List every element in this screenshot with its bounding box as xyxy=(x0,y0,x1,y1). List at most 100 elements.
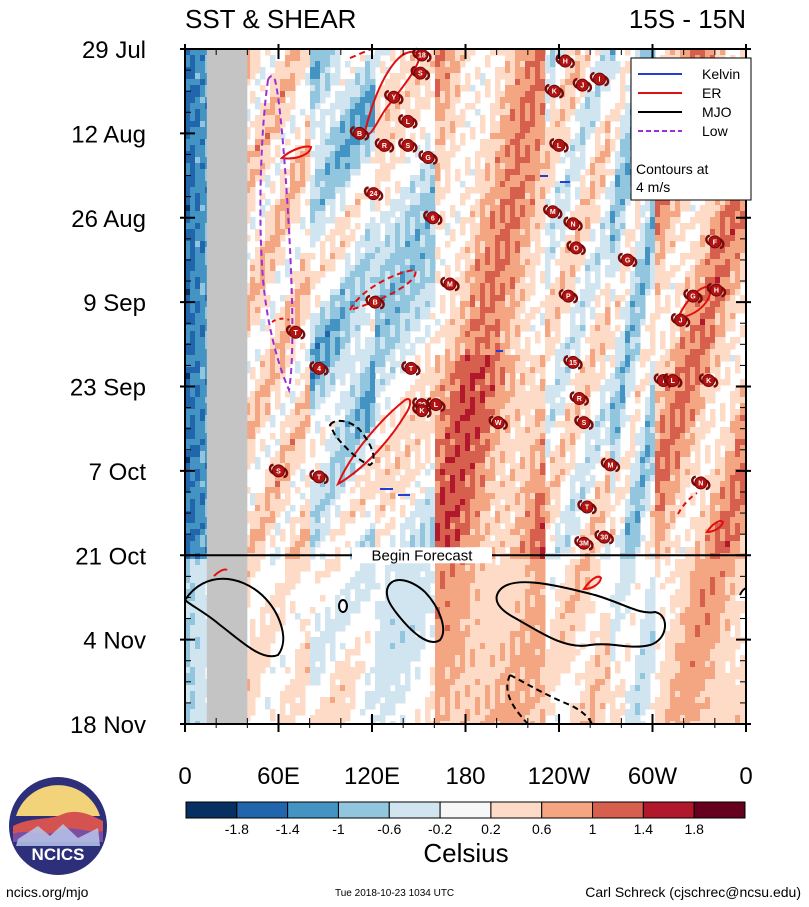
storm-label: B xyxy=(357,131,362,138)
storm-label: W xyxy=(495,420,502,427)
storm-center xyxy=(686,289,700,303)
forecast-label-background xyxy=(352,547,492,564)
storm-center xyxy=(289,325,303,339)
colorbar-swatch xyxy=(439,801,492,819)
storm-center xyxy=(577,536,591,550)
storm-center xyxy=(575,78,589,92)
tropical-cyclone-symbol: M xyxy=(543,204,563,219)
x-tick-label: 180 xyxy=(445,763,485,790)
storm-label: T xyxy=(585,505,590,512)
x-tick-label: 60E xyxy=(257,763,300,790)
tropical-cyclone-symbol: M xyxy=(600,457,621,473)
storm-center xyxy=(561,289,575,303)
y-tick-label: 12 Aug xyxy=(71,121,146,148)
mjo-contour xyxy=(185,577,285,658)
storm-label: H xyxy=(563,59,568,66)
storm-center xyxy=(593,72,607,86)
tropical-cyclone-symbol: L xyxy=(398,114,418,129)
tropical-cyclone-symbol: B xyxy=(349,126,370,141)
wave-contours xyxy=(185,49,746,724)
storm-center xyxy=(404,361,418,375)
colorbar-tick-label: 0.6 xyxy=(532,821,552,837)
storm-label: L xyxy=(406,119,411,126)
tropical-cyclone-symbol: R xyxy=(569,391,590,406)
storm-label: I xyxy=(662,378,664,385)
colorbar-swatch xyxy=(592,801,644,819)
storm-label: M xyxy=(447,282,453,289)
storm-center xyxy=(421,150,435,164)
tropical-cyclone-symbol: G xyxy=(617,252,638,268)
storm-label: R xyxy=(382,143,387,150)
storm-center xyxy=(426,211,440,225)
storm-center xyxy=(443,277,457,291)
storm-label: R xyxy=(577,396,582,403)
storm-label: J xyxy=(580,83,584,90)
storm-label: S xyxy=(418,71,423,78)
storm-label: 18 xyxy=(418,53,426,60)
storm-label: B xyxy=(373,300,378,307)
tropical-cyclone-symbol: T xyxy=(401,361,421,376)
er-contour xyxy=(279,145,313,160)
storm-center xyxy=(312,470,326,484)
tropical-cyclone-symbol: 4 xyxy=(309,361,329,376)
storm-label: K xyxy=(419,408,424,415)
storm-label: K xyxy=(552,89,557,96)
storm-center xyxy=(558,54,572,68)
colorbar-swatch xyxy=(287,801,339,819)
tropical-cyclone-symbol: L xyxy=(663,373,683,388)
y-tick-label: 7 Oct xyxy=(89,459,147,486)
tropical-cyclone-symbol: I xyxy=(589,71,610,87)
chart-title-left: SST & SHEAR xyxy=(185,4,356,34)
storm-center xyxy=(401,138,415,152)
storm-center xyxy=(621,253,635,267)
tropical-cyclone-symbol: L xyxy=(426,397,446,412)
storm-center xyxy=(597,530,611,544)
colorbar-tick-label: 1.4 xyxy=(634,821,654,837)
tropical-cyclone-symbol: K xyxy=(412,403,432,418)
storm-label: 6 xyxy=(431,215,435,222)
storm-label: 3M xyxy=(579,541,589,548)
tropical-cyclone-symbol: J xyxy=(572,77,593,93)
storm-label: O xyxy=(573,245,579,252)
colorbar-swatch xyxy=(337,801,390,819)
colorbar-swatch xyxy=(541,801,594,819)
colorbar-tick-label: 1 xyxy=(589,821,597,837)
er-contour-negative xyxy=(271,317,290,323)
mjo-contour xyxy=(338,599,348,613)
ncics-logo: NCICS xyxy=(9,777,107,875)
x-axis: 0 60E 120E 180 120W 60W 0 xyxy=(178,44,753,790)
tropical-cyclone-symbol: L xyxy=(549,138,569,153)
storm-center xyxy=(552,138,566,152)
storm-center xyxy=(566,217,580,231)
storm-label: T xyxy=(294,330,299,337)
storm-center xyxy=(569,241,583,255)
storm-center xyxy=(708,235,722,249)
tropical-cyclone-symbol: T xyxy=(309,469,329,485)
y-tick-label: 9 Sep xyxy=(83,290,146,317)
storm-center xyxy=(580,500,594,514)
storm-center xyxy=(572,392,586,406)
forecast-label: Begin Forecast xyxy=(372,547,474,564)
storm-label: G xyxy=(625,257,631,264)
colorbar-swatch xyxy=(693,801,746,819)
storm-label: L xyxy=(434,402,439,409)
legend-label: Kelvin xyxy=(702,66,740,82)
tropical-cyclone-symbol: G xyxy=(418,150,438,165)
y-tick-label: 21 Oct xyxy=(75,543,146,570)
storm-center xyxy=(377,138,391,152)
tropical-cyclone-symbol: S xyxy=(398,138,418,153)
storm-label: S xyxy=(276,468,281,475)
storm-label: S xyxy=(406,143,411,150)
storm-center xyxy=(674,313,688,327)
storm-center xyxy=(547,84,561,98)
legend-label: Low xyxy=(702,123,729,139)
er-contour-negative xyxy=(348,268,417,312)
tropical-cyclone-symbol: Y xyxy=(384,89,404,105)
tropical-cyclone-symbol: S xyxy=(268,463,289,479)
tropical-cyclone-symbol: M xyxy=(440,276,460,292)
footer-url[interactable]: ncics.org/mjo xyxy=(6,884,89,900)
colorbar-tick-label: -1.4 xyxy=(276,821,300,837)
legend-note-line1: Contours at xyxy=(636,161,708,177)
tropical-cyclone-symbol: 6 xyxy=(423,210,443,225)
